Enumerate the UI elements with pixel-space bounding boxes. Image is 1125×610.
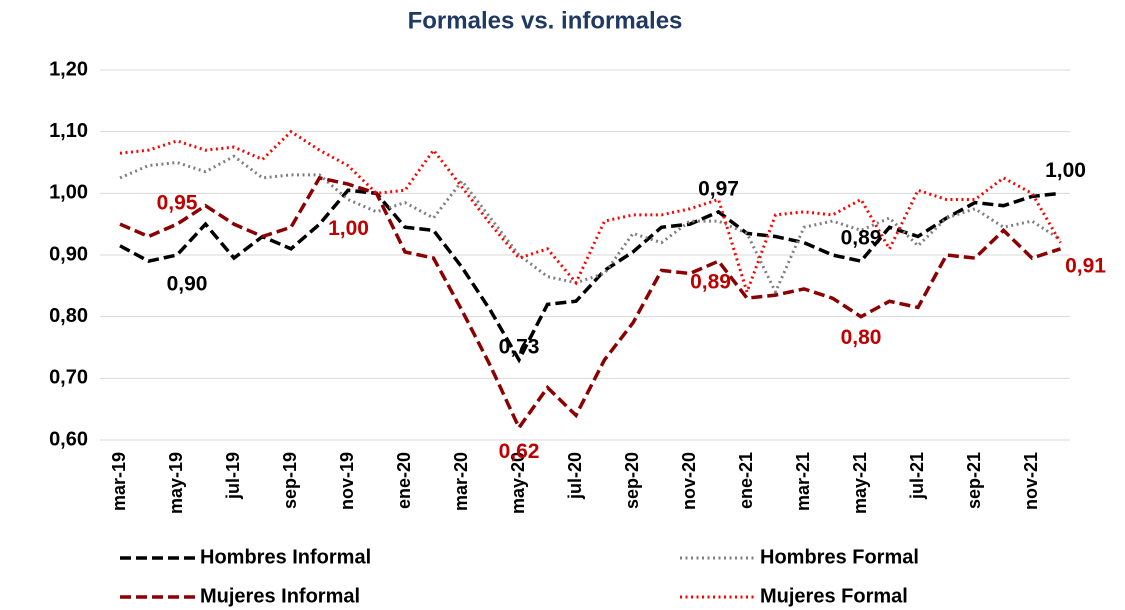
- x-tick-label: mar-19: [109, 452, 129, 511]
- y-tick-label: 0,60: [49, 428, 88, 450]
- y-tick-label: 0,70: [49, 367, 88, 389]
- y-tick-label: 0,90: [49, 243, 88, 265]
- x-tick-label: mar-21: [793, 452, 813, 511]
- series-line: [119, 175, 1062, 432]
- x-tick-label: sep-19: [280, 452, 300, 509]
- data-label: 0,73: [499, 335, 540, 358]
- data-label: 0,91: [1065, 254, 1106, 277]
- y-tick-label: 1,00: [49, 182, 88, 204]
- data-label: 1,00: [328, 217, 369, 240]
- y-tick-label: 1,10: [49, 120, 88, 142]
- data-label: 0,97: [698, 177, 739, 200]
- y-tick-label: 1,20: [49, 58, 88, 80]
- x-tick-label: jul-21: [907, 452, 927, 500]
- x-tick-label: ene-21: [736, 452, 756, 509]
- data-label: 0,90: [167, 273, 208, 296]
- data-label: 1,00: [1045, 159, 1086, 182]
- x-tick-label: may-21: [850, 452, 870, 514]
- series-line: [119, 129, 1062, 297]
- y-tick-label: 0,80: [49, 305, 88, 327]
- x-tick-label: mar-20: [451, 452, 471, 511]
- x-tick-label: may-19: [166, 452, 186, 514]
- series-line: [119, 188, 1061, 364]
- data-label: 0,80: [841, 326, 882, 349]
- data-label: 0,62: [499, 440, 540, 463]
- data-label: 0,95: [157, 192, 198, 215]
- data-label: 0,89: [690, 271, 731, 294]
- legend-label: Mujeres Informal: [200, 585, 360, 607]
- x-tick-label: may-20: [508, 452, 528, 514]
- series-line: [119, 154, 1062, 296]
- x-tick-label: nov-20: [679, 452, 699, 510]
- x-tick-label: sep-20: [622, 452, 642, 509]
- x-tick-label: jul-19: [223, 452, 243, 500]
- x-tick-label: jul-20: [565, 452, 585, 500]
- chart-title: Formales vs. informales: [408, 7, 683, 34]
- x-tick-label: nov-19: [337, 452, 357, 510]
- x-tick-label: ene-20: [394, 452, 414, 509]
- legend-label: Hombres Informal: [200, 546, 371, 568]
- data-label: 0,89: [841, 227, 882, 250]
- legend-label: Mujeres Formal: [760, 585, 908, 607]
- x-tick-label: sep-21: [964, 452, 984, 509]
- x-tick-label: nov-21: [1021, 452, 1041, 510]
- legend-label: Hombres Formal: [760, 546, 919, 568]
